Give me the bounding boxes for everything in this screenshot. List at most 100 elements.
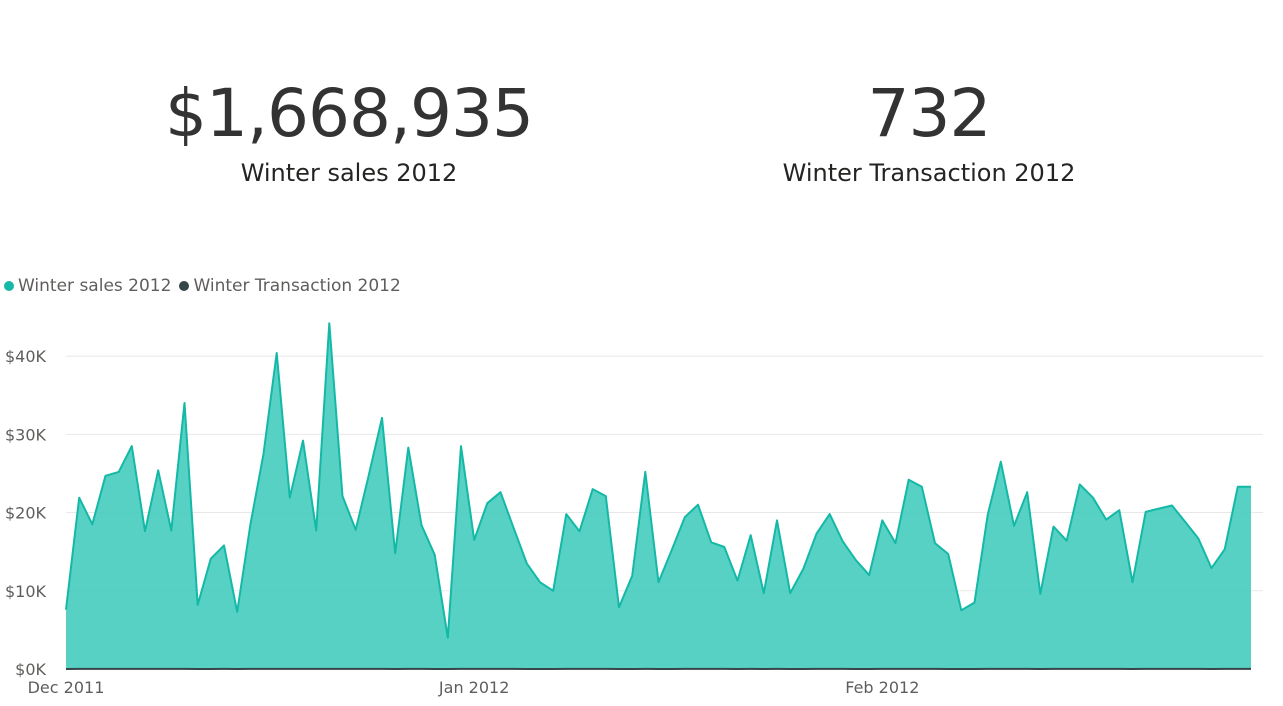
sales-point: [117, 470, 121, 474]
sales-point: [999, 460, 1003, 464]
transaction-point: [1118, 667, 1121, 670]
transaction-point: [591, 667, 594, 670]
legend-item-transactions[interactable]: Winter Transaction 2012: [179, 276, 401, 296]
legend-label-transactions: Winter Transaction 2012: [193, 276, 401, 296]
sales-point: [499, 490, 503, 494]
sales-point: [196, 603, 200, 607]
chart-legend: Winter sales 2012 Winter Transaction 201…: [4, 276, 409, 296]
sales-point: [64, 608, 68, 612]
transaction-point: [552, 668, 555, 671]
sales-point: [1196, 536, 1200, 540]
sales-point: [1249, 485, 1253, 489]
sales-point: [1144, 510, 1148, 514]
transaction-point: [104, 667, 107, 670]
transaction-point: [999, 667, 1002, 670]
sales-point: [90, 522, 94, 526]
sales-card-value: $1,668,935: [165, 75, 534, 152]
area-chart[interactable]: $0K $10K $20K $30K $40K Dec 2011 Jan 2012 Feb …: [0, 300, 1283, 706]
transaction-point: [433, 668, 436, 671]
transaction-point: [631, 668, 634, 671]
transaction-point: [525, 668, 528, 671]
transaction-point: [486, 667, 489, 670]
transaction-point: [1078, 667, 1081, 670]
sales-point: [841, 540, 845, 544]
sales-point: [551, 589, 555, 593]
transaction-point: [644, 667, 647, 670]
sales-point: [1065, 539, 1069, 543]
transaction-point: [815, 667, 818, 670]
transaction-point: [604, 667, 607, 670]
transaction-point: [1157, 667, 1160, 670]
transaction-point: [868, 668, 871, 671]
y-axis-ticks: $0K $10K $20K $30K $40K: [5, 347, 47, 679]
transaction-point: [354, 667, 357, 670]
y-tick-label: $20K: [5, 504, 47, 523]
sales-point: [591, 487, 595, 491]
transaction-point: [657, 668, 660, 671]
sales-point: [1236, 485, 1240, 489]
sales-point: [564, 512, 568, 516]
sales-point: [1104, 518, 1108, 522]
sales-point: [485, 501, 489, 505]
transaction-point: [367, 667, 370, 670]
sales-point: [183, 401, 187, 405]
transaction-point: [512, 667, 515, 670]
sales-point: [880, 518, 884, 522]
transaction-point: [236, 668, 239, 671]
x-tick-label: Feb 2012: [845, 678, 919, 697]
sales-point: [762, 591, 766, 595]
sales-point: [1078, 482, 1082, 486]
transaction-point: [1236, 667, 1239, 670]
transaction-point: [381, 667, 384, 670]
transaction-point: [1223, 667, 1226, 670]
sales-point: [907, 478, 911, 482]
sales-point: [380, 416, 384, 420]
legend-item-sales[interactable]: Winter sales 2012: [4, 276, 171, 296]
transaction-card[interactable]: 732 Winter Transaction 2012: [719, 72, 1139, 188]
sales-point: [867, 573, 871, 577]
transaction-point: [828, 667, 831, 670]
sales-point: [275, 351, 279, 355]
sales-point: [420, 523, 424, 527]
sales-point: [828, 512, 832, 516]
sales-point: [248, 523, 252, 527]
transaction-point: [170, 667, 173, 670]
sales-point: [604, 494, 608, 498]
transaction-point: [986, 667, 989, 670]
sales-point: [986, 513, 990, 517]
transaction-point: [539, 668, 542, 671]
sales-area: [66, 323, 1251, 669]
sales-point: [854, 558, 858, 562]
sales-point: [709, 540, 713, 544]
transaction-point: [328, 667, 331, 670]
transaction-point: [1171, 667, 1174, 670]
transaction-point: [881, 667, 884, 670]
sales-point: [696, 503, 700, 507]
transaction-point: [1250, 667, 1253, 670]
sales-point: [209, 557, 213, 561]
sales-point: [446, 636, 450, 640]
transaction-point: [802, 668, 805, 671]
transaction-card-value: 732: [867, 75, 992, 152]
x-tick-label: Jan 2012: [438, 678, 509, 697]
sales-point: [578, 529, 582, 533]
transaction-point: [947, 668, 950, 671]
sales-point: [341, 494, 345, 498]
sales-card-label: Winter sales 2012: [240, 159, 458, 187]
transaction-point: [1144, 667, 1147, 670]
sales-point: [1012, 524, 1016, 528]
sales-point: [657, 580, 661, 584]
transaction-point: [841, 667, 844, 670]
transaction-point: [117, 667, 120, 670]
y-tick-label: $40K: [5, 347, 47, 366]
sales-point: [815, 532, 819, 536]
transaction-point: [183, 667, 186, 670]
sales-point: [1223, 547, 1227, 551]
transaction-point: [78, 667, 81, 670]
sales-point: [1183, 520, 1187, 524]
sales-point: [722, 545, 726, 549]
transaction-point: [789, 668, 792, 671]
transaction-point: [1092, 667, 1095, 670]
legend-label-sales: Winter sales 2012: [18, 276, 172, 296]
sales-card[interactable]: $1,668,935 Winter sales 2012: [139, 72, 559, 188]
